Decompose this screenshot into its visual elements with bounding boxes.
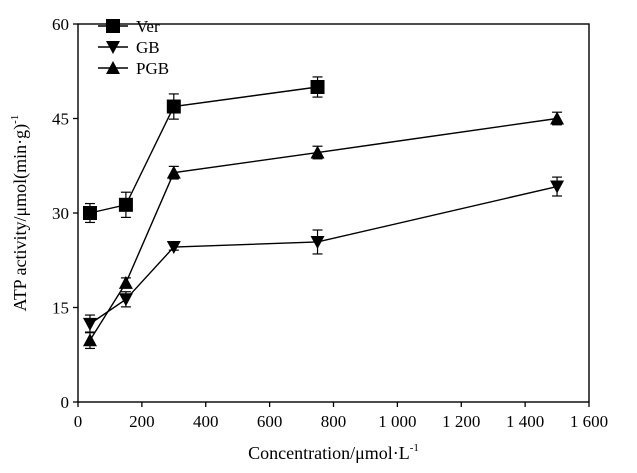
data-point-pgb	[310, 145, 325, 159]
data-point-ver	[82, 206, 97, 220]
series-gb	[82, 176, 565, 334]
legend-label-pgb: PGB	[136, 59, 169, 78]
x-tick-label: 1 600	[570, 412, 608, 431]
y-tick-label: 0	[61, 393, 70, 412]
x-tick-label: 800	[321, 412, 347, 431]
x-axis-title: Concentration/μmol·L-1	[248, 442, 419, 463]
legend-item-ver: Ver	[98, 17, 160, 36]
data-point-ver	[118, 197, 133, 212]
legend-marker-ver	[106, 19, 120, 33]
data-point-gb	[166, 241, 181, 255]
legend-item-pgb: PGB	[98, 59, 169, 78]
series-ver	[82, 76, 325, 224]
legend: Ver GB PGB	[98, 17, 169, 78]
axes: 0 200 400 600 800 1 000 1 200 1 400 1 600 0 15 30 45…	[52, 15, 608, 431]
y-tick-label: 30	[52, 204, 69, 223]
x-tick-label: 1 200	[442, 412, 480, 431]
y-tick-label: 60	[52, 15, 69, 34]
data-point-pgb	[82, 333, 97, 347]
legend-marker-gb	[106, 41, 120, 54]
legend-label-ver: Ver	[136, 17, 160, 36]
series-layer	[82, 76, 565, 350]
series-line-pgb	[89, 117, 558, 341]
data-point-pgb	[550, 111, 565, 125]
legend-item-gb: GB	[98, 38, 160, 57]
x-tick-label: 1 000	[378, 412, 416, 431]
legend-marker-pgb	[106, 61, 120, 74]
x-tick-label: 600	[257, 412, 283, 431]
data-point-gb	[82, 317, 97, 331]
data-point-pgb	[118, 275, 133, 289]
data-point-ver	[310, 80, 325, 94]
x-tick-label: 0	[74, 412, 83, 431]
series-line-ver	[89, 86, 318, 214]
plot-frame	[77, 23, 590, 403]
data-point-gb	[550, 180, 565, 194]
legend-label-gb: GB	[136, 38, 160, 57]
data-point-gb	[310, 235, 325, 249]
x-tick-label: 400	[193, 412, 219, 431]
data-point-gb	[118, 293, 133, 307]
x-tick-label: 1 400	[506, 412, 544, 431]
y-axis-title: ATP activity/μmol(min·g)-1	[9, 115, 31, 312]
x-tick-label: 200	[129, 412, 155, 431]
series-line-gb	[89, 185, 558, 325]
data-point-ver	[166, 99, 181, 114]
y-tick-label: 45	[52, 110, 69, 129]
series-pgb	[82, 111, 565, 350]
data-point-pgb	[166, 165, 181, 179]
y-tick-label: 15	[52, 299, 69, 318]
